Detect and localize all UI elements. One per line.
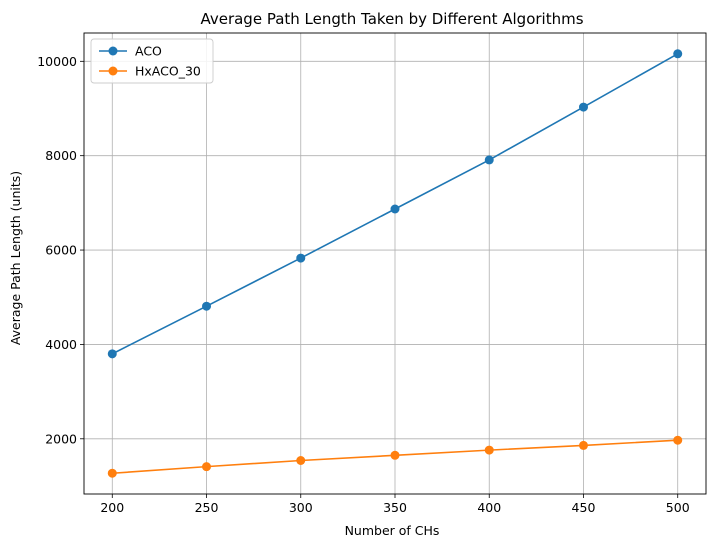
data-point [202,301,212,311]
grid [84,33,706,494]
legend-box [90,38,214,84]
legend-marker [108,66,118,76]
x-tick-label: 450 [572,500,596,515]
ticks: 200 250 300 350 400 450 500 2000 4000 6000 8000 100… [37,54,689,515]
data-point [390,204,400,214]
data-point [107,349,117,359]
data-point [578,440,588,450]
legend-marker [108,46,118,56]
x-tick-label: 250 [195,500,219,515]
data-point [673,49,683,59]
x-axis-label: Number of CHs [345,523,440,538]
data-point [107,468,117,478]
x-tick-label: 200 [100,500,124,515]
x-tick-label: 500 [666,500,690,515]
y-tick-label: 10000 [37,54,77,69]
data-point [296,253,306,263]
y-tick-label: 4000 [45,337,77,352]
y-tick-label: 2000 [45,431,77,446]
data-point [578,102,588,112]
x-tick-label: 300 [289,500,313,515]
legend-label: ACO [135,44,162,59]
y-axis-label: Average Path Length (units) [8,171,23,345]
data-point [390,450,400,460]
data-point [484,155,494,165]
legend: ACO HxACO_30 [90,38,214,84]
y-tick-label: 8000 [45,148,77,163]
data-point [296,455,306,465]
chart-title: Average Path Length Taken by Different A… [200,10,583,28]
data-point [484,445,494,455]
data-point [202,462,212,472]
legend-label: HxACO_30 [135,64,201,79]
x-tick-label: 400 [477,500,501,515]
x-tick-label: 350 [383,500,407,515]
data-point [673,435,683,445]
y-tick-label: 6000 [45,243,77,258]
series-layer [107,49,683,478]
